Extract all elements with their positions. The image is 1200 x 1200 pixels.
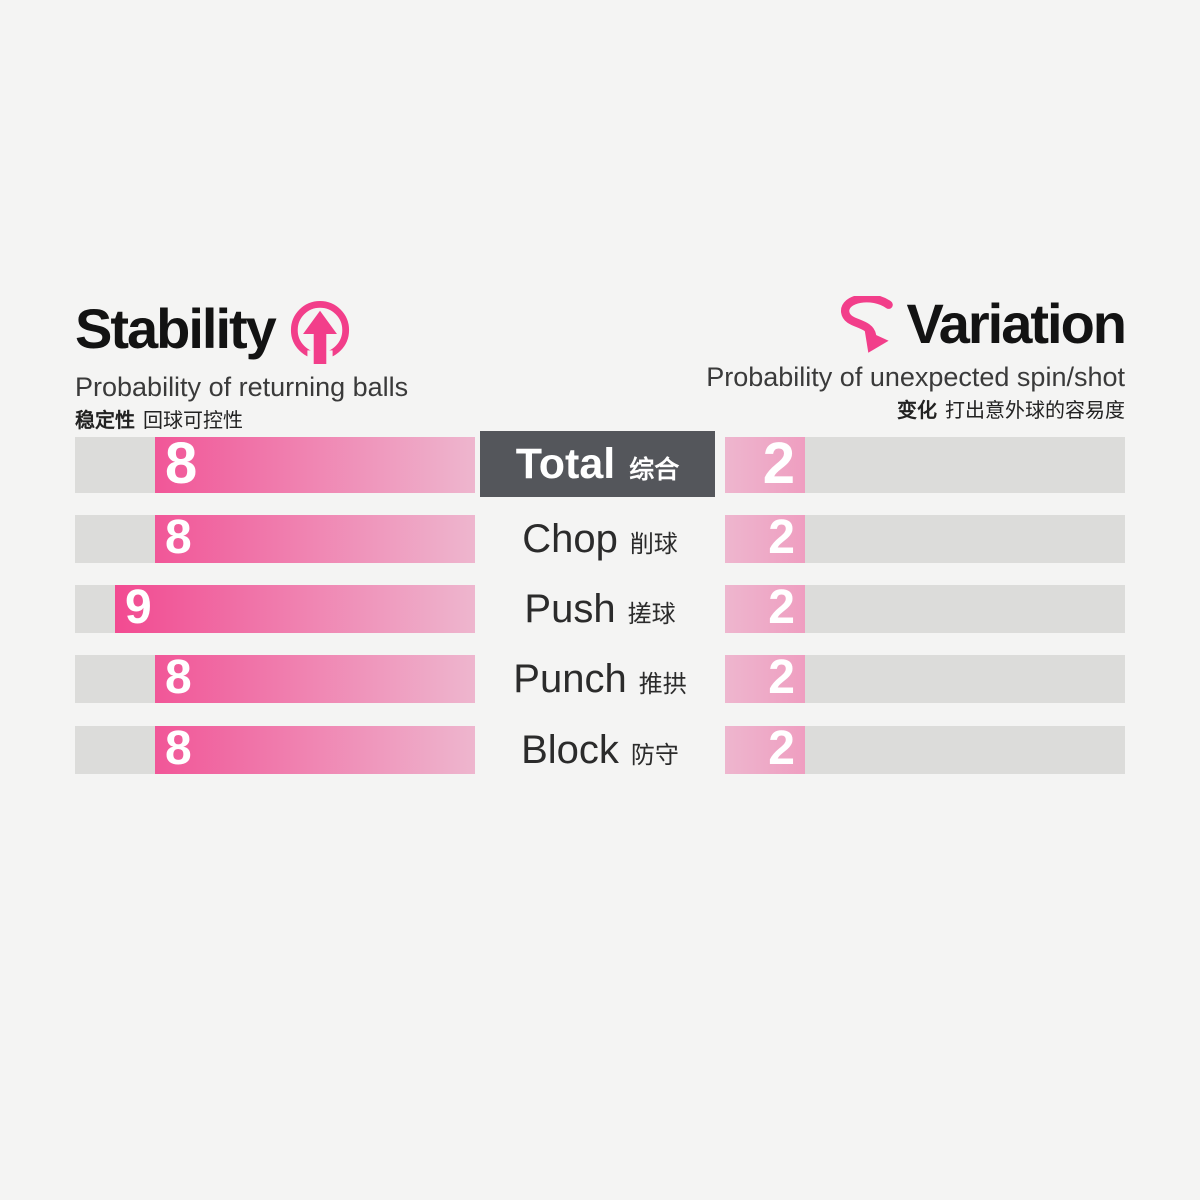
stability-value: 8	[165, 515, 192, 563]
category-name-zh: 推拱	[638, 671, 687, 698]
variation-subtitle: Probability of unexpected spin/shot	[706, 362, 1125, 392]
variation-subtitle-zh-bold: 变化	[897, 400, 937, 422]
stability-bar-track: 8	[75, 726, 475, 774]
category-label-chop: Chop 削球	[475, 515, 725, 563]
stability-bar-fill: 9	[115, 585, 475, 633]
variation-bar-track: 2	[725, 726, 1125, 774]
variation-bar-fill: 2	[725, 437, 805, 493]
variation-value: 2	[768, 585, 795, 633]
variation-bar-fill: 2	[725, 726, 805, 774]
stability-subtitle-zh-bold: 稳定性	[75, 410, 135, 432]
stability-value: 8	[165, 437, 198, 493]
variation-header: Variation Probability of unexpected spin…	[706, 292, 1127, 423]
category-name-zh: 搓球	[627, 601, 676, 628]
stability-subtitle-zh: 稳定性 回球可控性	[75, 409, 408, 433]
stability-title: Stability	[75, 297, 277, 360]
stability-bar-track: 8	[75, 655, 475, 703]
arrow-up-circle-icon	[290, 301, 349, 366]
variation-bar-fill: 2	[725, 515, 805, 563]
variation-bar-fill: 2	[725, 655, 805, 703]
stability-bar-fill: 8	[155, 655, 475, 703]
stability-subtitle-zh-rest: 回球可控性	[143, 410, 243, 432]
category-name-en: Block	[521, 728, 619, 772]
stability-value: 9	[125, 585, 152, 633]
variation-subtitle-zh: 变化 打出意外球的容易度	[706, 399, 1125, 423]
variation-bar-track: 2	[725, 655, 1125, 703]
category-name-en: Chop	[522, 517, 618, 561]
stability-header: Stability Probability of returning balls…	[75, 292, 408, 433]
variation-value: 2	[768, 655, 795, 703]
stability-value: 8	[165, 726, 192, 774]
variation-value: 2	[762, 437, 795, 493]
category-label-block: Block 防守	[475, 726, 725, 774]
category-name-en: Punch	[513, 657, 627, 701]
variation-bar-track: 2	[725, 585, 1125, 633]
variation-title: Variation	[906, 292, 1127, 355]
category-name-en: Total	[515, 440, 616, 488]
category-name-zh: 削球	[629, 531, 678, 558]
stability-bar-fill: 8	[155, 515, 475, 563]
category-name-zh: 综合	[629, 456, 680, 484]
stability-subtitle: Probability of returning balls	[75, 372, 409, 402]
category-label-push: Push 搓球	[475, 585, 725, 633]
total-badge: Total 综合	[480, 431, 715, 497]
stability-bar-track: 8	[75, 437, 475, 493]
category-label-punch: Punch 推拱	[475, 655, 725, 703]
category-name-zh: 防守	[630, 742, 679, 769]
chart-rows: 8 Total 综合 2 8 Chop 削球 2 9 Push 搓球 2 8 Punch 推拱 2 8 Block…	[75, 431, 1125, 791]
stability-bar-fill: 8	[155, 726, 475, 774]
variation-bar-track: 2	[725, 437, 1125, 493]
category-name-en: Push	[524, 587, 616, 631]
stability-bar-fill: 8	[155, 437, 475, 493]
stability-bar-track: 8	[75, 515, 475, 563]
stability-value: 8	[165, 655, 192, 703]
variation-value: 2	[768, 726, 795, 774]
variation-bar-track: 2	[725, 515, 1125, 563]
spin-swoosh-icon	[841, 296, 894, 353]
stability-bar-track: 9	[75, 585, 475, 633]
variation-value: 2	[768, 515, 795, 563]
variation-bar-fill: 2	[725, 585, 805, 633]
variation-subtitle-zh-rest: 打出意外球的容易度	[945, 400, 1125, 422]
